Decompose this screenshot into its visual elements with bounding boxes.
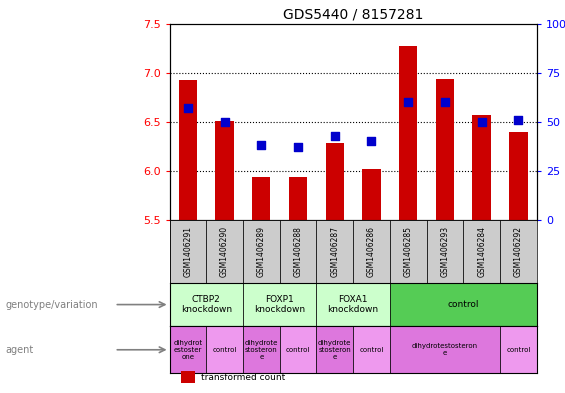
- Text: control: control: [447, 300, 479, 309]
- Text: dihydrote
stosteron
e: dihydrote stosteron e: [318, 340, 351, 360]
- Text: GSM1406290: GSM1406290: [220, 226, 229, 277]
- Text: control: control: [359, 347, 384, 353]
- Bar: [252, 177, 271, 220]
- Title: GDS5440 / 8157281: GDS5440 / 8157281: [283, 7, 423, 21]
- Bar: [325, 143, 344, 220]
- Text: control: control: [286, 347, 310, 353]
- Bar: [243, 326, 280, 373]
- Bar: [170, 326, 206, 373]
- Text: control: control: [506, 347, 531, 353]
- Text: GSM1406285: GSM1406285: [404, 226, 412, 277]
- Bar: [206, 220, 243, 283]
- Text: transformed count: transformed count: [201, 373, 285, 382]
- Bar: [390, 326, 500, 373]
- Text: GSM1406284: GSM1406284: [477, 226, 486, 277]
- Bar: [353, 326, 390, 373]
- Text: dihydrote
stosteron
e: dihydrote stosteron e: [245, 340, 278, 360]
- Bar: [170, 220, 206, 283]
- Point: [257, 142, 266, 149]
- Text: GSM1406289: GSM1406289: [257, 226, 266, 277]
- Text: FOXP1
knockdown: FOXP1 knockdown: [254, 295, 305, 314]
- Bar: [427, 220, 463, 283]
- Bar: [463, 220, 500, 283]
- Text: dihydrotestosteron
e: dihydrotestosteron e: [412, 343, 478, 356]
- Text: GSM1406288: GSM1406288: [294, 226, 302, 277]
- Text: agent: agent: [6, 345, 34, 355]
- Point: [441, 99, 450, 105]
- Bar: [353, 220, 390, 283]
- Bar: [436, 79, 454, 220]
- Bar: [500, 220, 537, 283]
- Text: GSM1406291: GSM1406291: [184, 226, 192, 277]
- Point: [514, 117, 523, 123]
- Text: GSM1406286: GSM1406286: [367, 226, 376, 277]
- Bar: [206, 326, 243, 373]
- Point: [220, 119, 229, 125]
- Bar: [280, 326, 316, 373]
- Point: [367, 138, 376, 145]
- Text: genotype/variation: genotype/variation: [6, 299, 98, 310]
- Bar: [243, 220, 280, 283]
- Bar: [472, 115, 491, 220]
- Point: [183, 105, 192, 111]
- Text: dihydrot
estoster
one: dihydrot estoster one: [173, 340, 202, 360]
- Point: [294, 144, 303, 151]
- Point: [403, 99, 412, 105]
- Text: GSM1406292: GSM1406292: [514, 226, 523, 277]
- Text: CTBP2
knockdown: CTBP2 knockdown: [181, 295, 232, 314]
- Bar: [316, 220, 353, 283]
- Text: FOXA1
knockdown: FOXA1 knockdown: [328, 295, 379, 314]
- Bar: [509, 132, 528, 220]
- Bar: [390, 220, 427, 283]
- Point: [330, 132, 339, 139]
- Bar: [280, 220, 316, 283]
- Text: GSM1406293: GSM1406293: [441, 226, 449, 277]
- Bar: [500, 326, 537, 373]
- Bar: [362, 169, 381, 220]
- Bar: [390, 283, 537, 326]
- Text: GSM1406287: GSM1406287: [331, 226, 339, 277]
- Text: control: control: [212, 347, 237, 353]
- Bar: [399, 46, 418, 220]
- Bar: [289, 177, 307, 220]
- Bar: [215, 121, 234, 220]
- Bar: [316, 326, 353, 373]
- Bar: [179, 80, 197, 220]
- Point: [477, 119, 486, 125]
- Bar: [243, 283, 316, 326]
- Bar: [316, 283, 390, 326]
- Bar: [170, 283, 243, 326]
